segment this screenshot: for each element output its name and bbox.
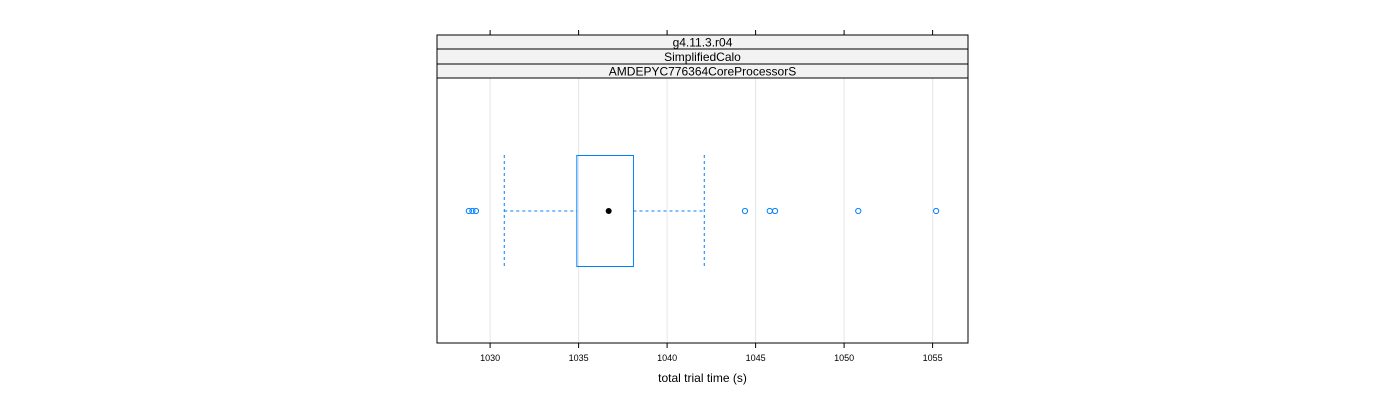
x-tick-label: 1030 <box>480 353 500 363</box>
outlier-point <box>766 207 773 215</box>
outlier-point <box>741 207 749 215</box>
outlier-point <box>472 207 480 215</box>
outlier-point <box>933 207 940 215</box>
x-tick-label: 1045 <box>746 353 766 363</box>
strip-label-bottom: AMDEPYC776364CoreProcessorS <box>609 65 796 79</box>
x-tick-label: 1035 <box>569 353 589 363</box>
panel-border <box>436 77 969 344</box>
x-tick-label: 1040 <box>657 353 677 363</box>
outlier-point <box>771 207 779 215</box>
outlier-point <box>855 207 862 215</box>
axis-ticks: 1030 1035 1040 1045 1050 1055 <box>480 30 943 363</box>
strip-label-middle: SimplifiedCalo <box>664 50 741 64</box>
outlier-point <box>469 207 476 215</box>
strip-bottom: AMDEPYC776364CoreProcessorS <box>436 63 969 79</box>
strip-label-top: g4.11.3.r04 <box>673 36 733 50</box>
box-whisker <box>503 155 705 267</box>
grid-lines <box>489 78 934 343</box>
x-tick-label: 1050 <box>834 353 854 363</box>
outliers <box>465 207 940 215</box>
strip-top: g4.11.3.r04 <box>436 34 969 50</box>
outlier-point <box>465 207 472 215</box>
iqr-box <box>576 155 634 267</box>
strip-middle: SimplifiedCalo <box>436 48 969 65</box>
x-tick-label: 1055 <box>923 353 943 363</box>
x-axis-label: total trial time (s) <box>658 371 747 385</box>
median-dot <box>605 208 612 214</box>
